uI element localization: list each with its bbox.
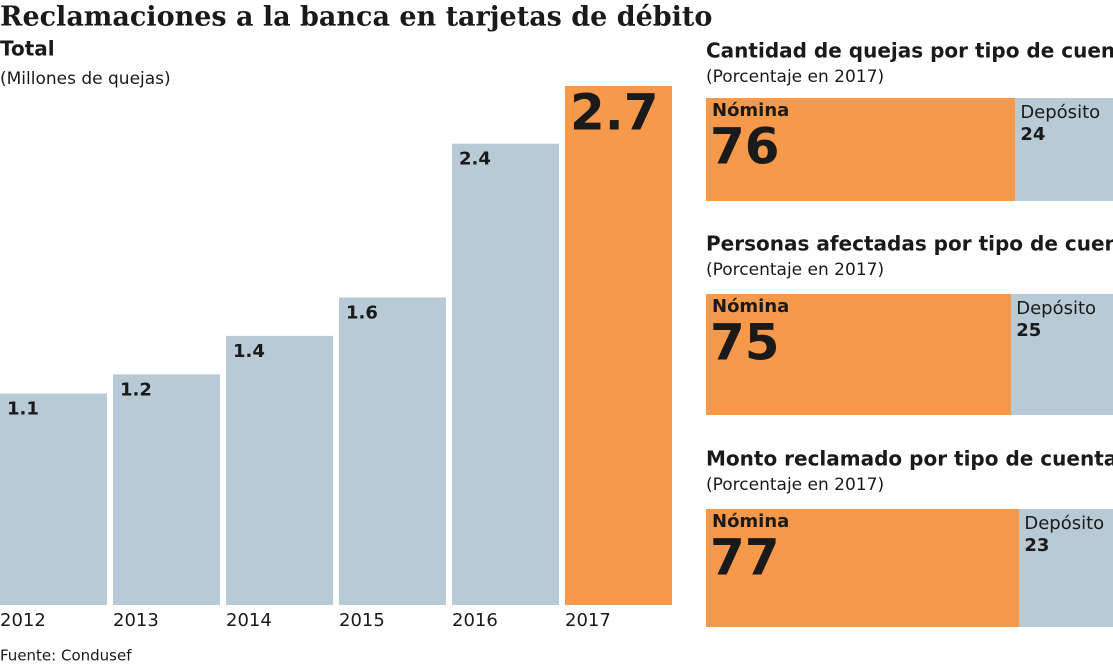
segment-name: Depósito [1016, 298, 1096, 319]
value-label: 1.4 [233, 341, 265, 362]
segment-name: Nómina [712, 100, 789, 121]
bar-segment [1019, 509, 1113, 627]
value-label: 1.1 [7, 399, 39, 420]
bar-segment [1015, 98, 1113, 201]
segment-name: Nómina [712, 511, 789, 532]
value-label: 1.6 [346, 302, 378, 323]
bar-segment [1011, 294, 1113, 415]
chart-title: Personas afectadas por tipo de cuenta [706, 232, 1113, 256]
segment-value: 77 [710, 529, 780, 587]
bar-segment [706, 98, 1016, 201]
value-label: 1.2 [120, 379, 152, 400]
bar [0, 393, 107, 605]
x-tick-label: 2014 [226, 610, 272, 631]
bar [452, 143, 559, 605]
segment-value: 23 [1024, 535, 1049, 556]
bar [339, 297, 446, 605]
bar-segment [706, 294, 1012, 415]
segment-name: Depósito [1020, 102, 1100, 123]
bar [113, 374, 220, 605]
chart-subtitle: (Porcentaje en 2017) [706, 475, 884, 495]
value-label: 2.4 [459, 149, 491, 170]
chart-subtitle: (Porcentaje en 2017) [706, 260, 884, 280]
chart-title: Cantidad de quejas por tipo de cuenta [706, 39, 1113, 63]
chart-subtitle: (Porcentaje en 2017) [706, 67, 884, 87]
chart-title: Total [0, 37, 55, 61]
chart-subtitle: (Millones de quejas) [0, 69, 171, 89]
segment-value: 76 [710, 118, 780, 176]
value-label: 2.7 [570, 84, 659, 142]
x-tick-label: 2017 [565, 610, 611, 631]
segment-name: Depósito [1024, 513, 1104, 534]
x-tick-label: 2012 [0, 610, 46, 631]
x-tick-label: 2016 [452, 610, 498, 631]
segment-value: 25 [1016, 320, 1041, 341]
bar [226, 335, 333, 605]
main-title: Reclamaciones a la banca en tarjetas de … [0, 2, 712, 33]
x-tick-label: 2013 [113, 610, 159, 631]
segment-value: 24 [1020, 124, 1045, 145]
chart-title: Monto reclamado por tipo de cuenta [706, 447, 1113, 471]
x-tick-label: 2015 [339, 610, 385, 631]
segment-value: 75 [710, 314, 780, 372]
bar-segment [706, 509, 1020, 627]
source: Fuente: Condusef [0, 647, 132, 665]
segment-name: Nómina [712, 296, 789, 317]
bar [565, 86, 672, 605]
